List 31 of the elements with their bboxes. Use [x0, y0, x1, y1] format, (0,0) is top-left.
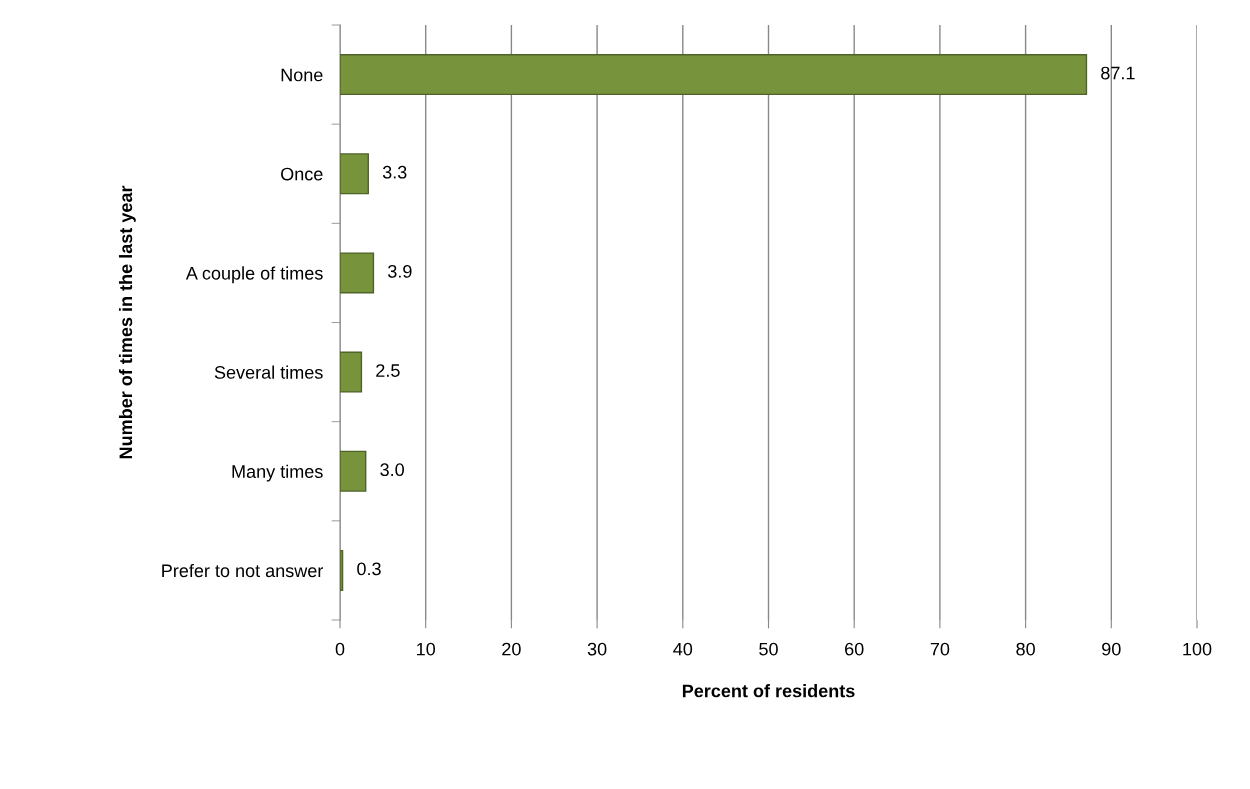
x-tick-label: 50: [759, 642, 778, 656]
bar: [340, 351, 363, 393]
x-tick-label: 90: [1102, 642, 1121, 656]
y-tick-label: Once: [281, 167, 323, 181]
bar: [340, 549, 344, 591]
x-tick-label: 30: [587, 642, 607, 656]
data-label: 3.9: [388, 264, 412, 278]
y-tick-label: Prefer to not answer: [162, 563, 324, 578]
x-tick-label: 70: [930, 642, 950, 656]
x-tick-label: 80: [1016, 642, 1035, 656]
bar: [340, 153, 369, 195]
y-tick-label: None: [281, 68, 323, 82]
data-label: 3.3: [382, 165, 407, 179]
bar: [340, 450, 367, 492]
y-tick-label: A couple of times: [185, 266, 323, 284]
x-tick-label: 10: [417, 642, 436, 656]
x-tick-label: 0: [335, 642, 345, 656]
data-label: 0.3: [357, 562, 381, 576]
x-tick-label: 20: [502, 642, 521, 656]
data-label: 2.5: [376, 364, 400, 377]
bar: [340, 54, 1088, 96]
y-tick-label: Several times: [214, 365, 323, 379]
bar: [340, 252, 375, 294]
x-axis-title: Percent of residents: [682, 684, 855, 698]
data-label: 87.1: [1101, 66, 1135, 80]
y-axis-title: Number of times in the last year: [118, 185, 136, 459]
y-tick-label: Many times: [232, 464, 323, 482]
x-tick-label: 60: [845, 642, 864, 656]
x-tick-label: 40: [673, 642, 693, 656]
x-tick-label: 100: [1183, 642, 1212, 656]
data-label: 3.0: [380, 463, 404, 477]
